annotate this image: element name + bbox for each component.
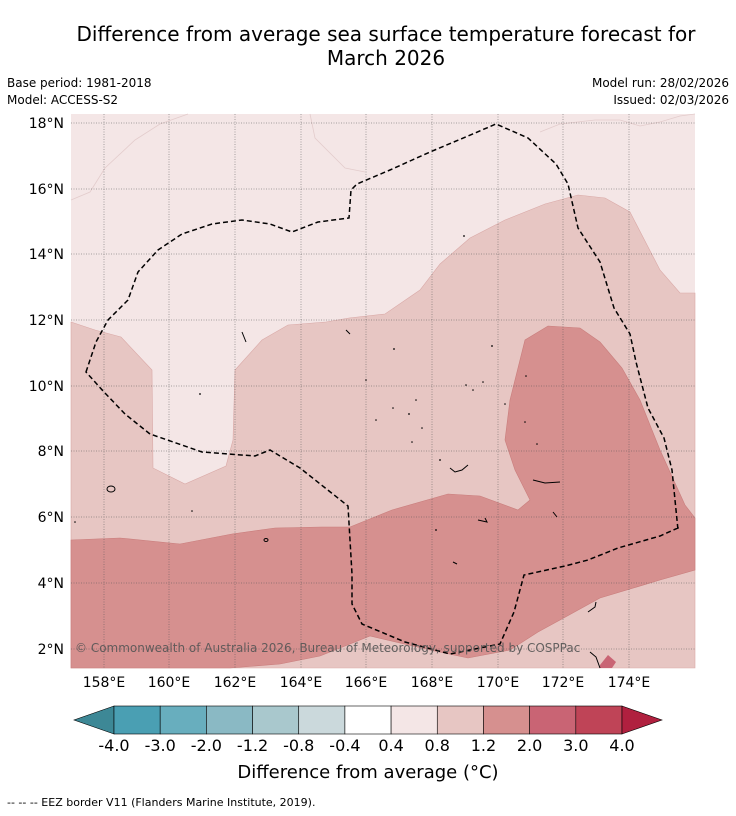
colorbar-swatch xyxy=(344,705,392,735)
colorbar-tick-label: -4.0 xyxy=(98,736,129,755)
chart-title: Difference from average sea surface temp… xyxy=(0,22,736,70)
colorbar-tick-label: 0.8 xyxy=(425,736,450,755)
model-name: Model: ACCESS-S2 xyxy=(7,93,119,107)
title-line-2: March 2026 xyxy=(326,46,446,70)
lat-label: 10°N xyxy=(29,379,64,395)
colorbar-tick-label: 0.4 xyxy=(378,736,403,755)
lon-label: 158°E xyxy=(83,675,126,691)
colorbar-swatch xyxy=(206,705,253,735)
base-period: Base period: 1981-2018 xyxy=(7,76,152,90)
lat-label: 18°N xyxy=(29,116,64,132)
copyright-notice: © Commonwealth of Australia 2026, Bureau… xyxy=(75,641,580,655)
colorbar-swatches xyxy=(113,705,623,735)
colorbar-tick-label: -2.0 xyxy=(191,736,222,755)
latitude-labels: 18°N 16°N 14°N 12°N 10°N 8°N 6°N 4°N 2°N xyxy=(29,116,64,658)
colorbar-swatch xyxy=(483,705,530,735)
colorbar-labels: -4.0 -3.0 -2.0 -1.2 -0.8 -0.4 0.4 0.8 1.2 2.0 3.0 4… xyxy=(98,736,634,755)
lat-label: 2°N xyxy=(38,642,64,658)
colorbar-tick-label: 2.0 xyxy=(517,736,542,755)
colorbar-tick-label: -1.2 xyxy=(237,736,268,755)
lat-label: 16°N xyxy=(29,182,64,198)
lat-label: 4°N xyxy=(38,576,64,592)
lon-label: 160°E xyxy=(148,675,191,691)
lon-label: 174°E xyxy=(608,675,651,691)
colorbar-swatch xyxy=(575,705,623,735)
colorbar-swatch xyxy=(529,705,577,735)
lat-label: 8°N xyxy=(38,444,64,460)
colorbar-swatch xyxy=(113,705,161,735)
colorbar-swatch xyxy=(159,705,207,735)
colorbar-tick-label: -0.4 xyxy=(329,736,360,755)
lon-label: 164°E xyxy=(280,675,323,691)
colorbar-swatch xyxy=(252,705,300,735)
meta-left: Base period: 1981-2018 Model: ACCESS-S2 xyxy=(7,75,152,109)
lat-label: 14°N xyxy=(29,247,64,263)
lon-label: 162°E xyxy=(214,675,257,691)
colorbar-swatch xyxy=(390,705,438,735)
anomaly-band-2.0-3.0 xyxy=(600,655,616,668)
colorbar-over-arrow xyxy=(621,705,663,735)
anomaly-band-1.2-2.0 xyxy=(70,325,696,669)
issued-date: Issued: 02/03/2026 xyxy=(613,93,729,107)
latitude-gridlines xyxy=(71,122,695,650)
colorbar-swatch xyxy=(298,705,346,735)
meta-right: Model run: 28/02/2026 Issued: 02/03/2026 xyxy=(592,75,729,109)
lat-label: 6°N xyxy=(38,510,64,526)
lon-label: 172°E xyxy=(542,675,585,691)
lon-label: 168°E xyxy=(411,675,454,691)
lat-label: 12°N xyxy=(29,313,64,329)
colorbar-tick-label: 3.0 xyxy=(563,736,588,755)
map-panel xyxy=(70,113,696,669)
islands xyxy=(106,329,601,669)
colorbar-swatch xyxy=(436,705,484,735)
colorbar-tick-label: -3.0 xyxy=(145,736,176,755)
colorbar-tick-label: -0.8 xyxy=(283,736,314,755)
contour-0.4-top xyxy=(70,113,696,201)
title-line-1: Difference from average sea surface temp… xyxy=(76,22,696,46)
eez-legend-footer: -- -- -- EEZ border V11 (Flanders Marine… xyxy=(7,796,316,809)
model-run: Model run: 28/02/2026 xyxy=(591,76,729,90)
colorbar-under-arrow xyxy=(73,705,115,735)
colorbar: -4.0 -3.0 -2.0 -1.2 -0.8 -0.4 0.4 0.8 1.2 2.0 3.0 4… xyxy=(73,705,663,755)
lon-label: 170°E xyxy=(477,675,520,691)
colorbar-tick-label: 4.0 xyxy=(609,736,634,755)
colorbar-title: Difference from average (°C) xyxy=(237,762,499,783)
lon-label: 166°E xyxy=(345,675,388,691)
colorbar-tick-label: 1.2 xyxy=(471,736,496,755)
longitude-labels: 158°E 160°E 162°E 164°E 166°E 168°E 170°… xyxy=(83,675,651,691)
atoll-dots xyxy=(74,235,538,531)
